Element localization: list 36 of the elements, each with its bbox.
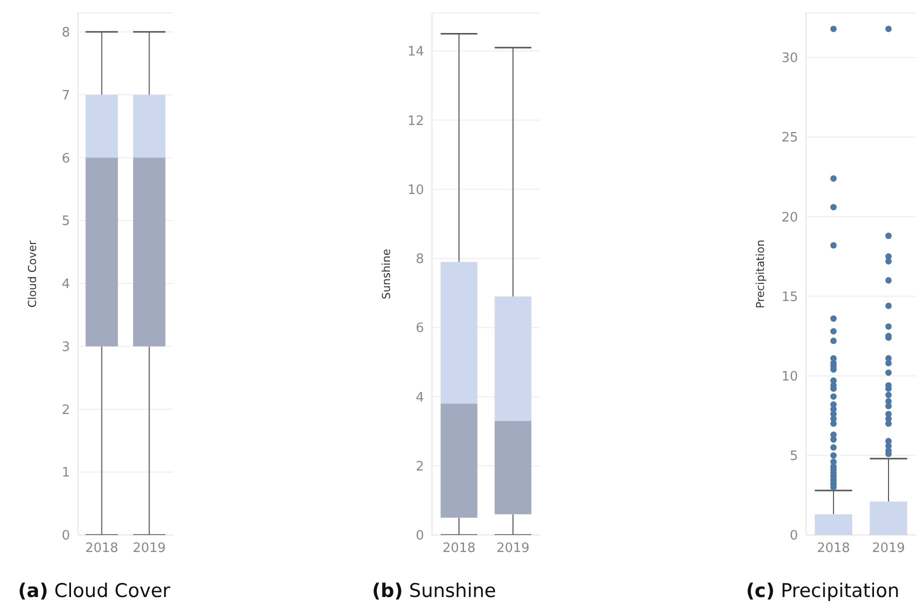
text: (b) Sunshine [372, 580, 496, 602]
y-axis-title: Cloud Cover [26, 240, 39, 308]
x-tick-label: 2018 [816, 541, 850, 556]
y-tick-label: 10 [407, 182, 424, 198]
y-axis-title: Sunshine [380, 248, 393, 300]
x-tick-label: 2019 [496, 541, 530, 556]
y-tick-label: 25 [781, 130, 798, 146]
y-tick-label: 8 [62, 25, 70, 40]
y-tick-label: 5 [62, 214, 70, 230]
y-tick-label: 10 [781, 369, 798, 384]
y-tick-label: 0 [62, 528, 70, 544]
y-tick-label: 3 [62, 340, 70, 355]
y-tick-label: 5 [790, 449, 798, 464]
x-tick-label: 2019 [872, 541, 906, 556]
y-tick-label: 6 [62, 151, 70, 166]
y-tick-label: 30 [781, 51, 798, 66]
y-tick-label: 12 [407, 114, 424, 129]
x-tick-label: 2018 [442, 541, 476, 556]
y-tick-label: 4 [416, 390, 424, 406]
y-tick-label: 2 [62, 402, 70, 418]
y-tick-label: 2 [416, 459, 424, 474]
y-tick-label: 7 [62, 88, 70, 104]
text: (a) Cloud Cover [18, 580, 170, 602]
y-tick-label: 0 [790, 528, 798, 544]
y-tick-label: 8 [416, 252, 424, 268]
text: (c) Precipitation [746, 580, 900, 602]
y-tick-label: 4 [62, 277, 70, 292]
y-tick-label: 1 [62, 466, 70, 481]
y-tick-label: 6 [416, 321, 424, 336]
y-tick-label: 15 [781, 290, 798, 305]
y-tick-label: 14 [407, 44, 424, 60]
x-tick-label: 2019 [132, 541, 166, 556]
x-tick-label: 2018 [85, 541, 118, 556]
y-tick-label: 20 [781, 210, 798, 226]
y-axis-title: Precipitation [754, 240, 767, 308]
y-tick-label: 0 [416, 528, 424, 544]
